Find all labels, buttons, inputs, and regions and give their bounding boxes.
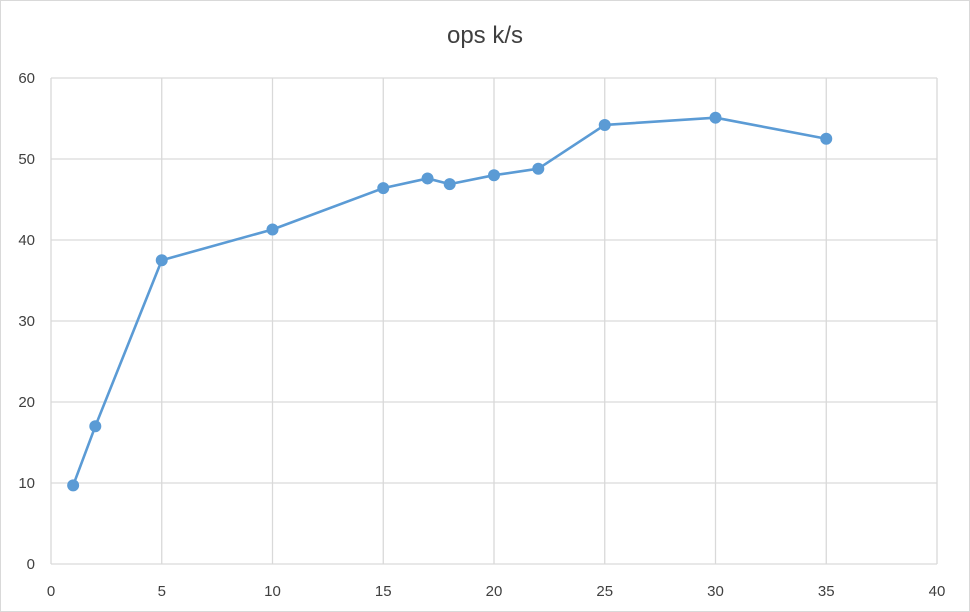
data-point bbox=[820, 132, 833, 145]
series-line bbox=[71, 116, 827, 486]
x-tick-label: 15 bbox=[375, 583, 392, 600]
data-point bbox=[709, 111, 722, 124]
data-series bbox=[67, 111, 833, 492]
x-tick-label: 40 bbox=[929, 583, 946, 600]
gridlines bbox=[50, 77, 938, 565]
y-tick-label: 40 bbox=[18, 232, 35, 249]
data-point bbox=[488, 169, 500, 182]
x-tick-label: 20 bbox=[486, 583, 503, 600]
data-point bbox=[266, 223, 279, 236]
axis-tick-labels: 0 5 10 15 20 25 30 35 40 0 10 20 30 40 50 60 bbox=[18, 70, 945, 600]
y-tick-label: 50 bbox=[18, 151, 35, 168]
y-tick-label: 10 bbox=[18, 475, 35, 492]
y-tick-label: 30 bbox=[18, 313, 35, 330]
x-tick-label: 5 bbox=[158, 583, 166, 600]
data-point bbox=[67, 479, 80, 492]
x-tick-label: 10 bbox=[264, 583, 281, 600]
x-tick-label: 35 bbox=[818, 583, 835, 600]
data-point bbox=[532, 162, 545, 175]
data-point bbox=[89, 420, 102, 433]
data-point bbox=[377, 182, 390, 195]
y-tick-label: 20 bbox=[18, 394, 35, 411]
data-point bbox=[155, 254, 168, 267]
x-tick-label: 30 bbox=[707, 583, 724, 600]
data-point bbox=[598, 118, 611, 131]
data-point bbox=[421, 172, 434, 185]
y-tick-label: 60 bbox=[18, 70, 35, 87]
data-point bbox=[443, 178, 456, 191]
y-tick-label: 0 bbox=[27, 556, 35, 573]
chart-title: ops k/s bbox=[446, 22, 524, 49]
x-tick-label: 25 bbox=[596, 583, 613, 600]
x-tick-label: 0 bbox=[47, 583, 55, 600]
